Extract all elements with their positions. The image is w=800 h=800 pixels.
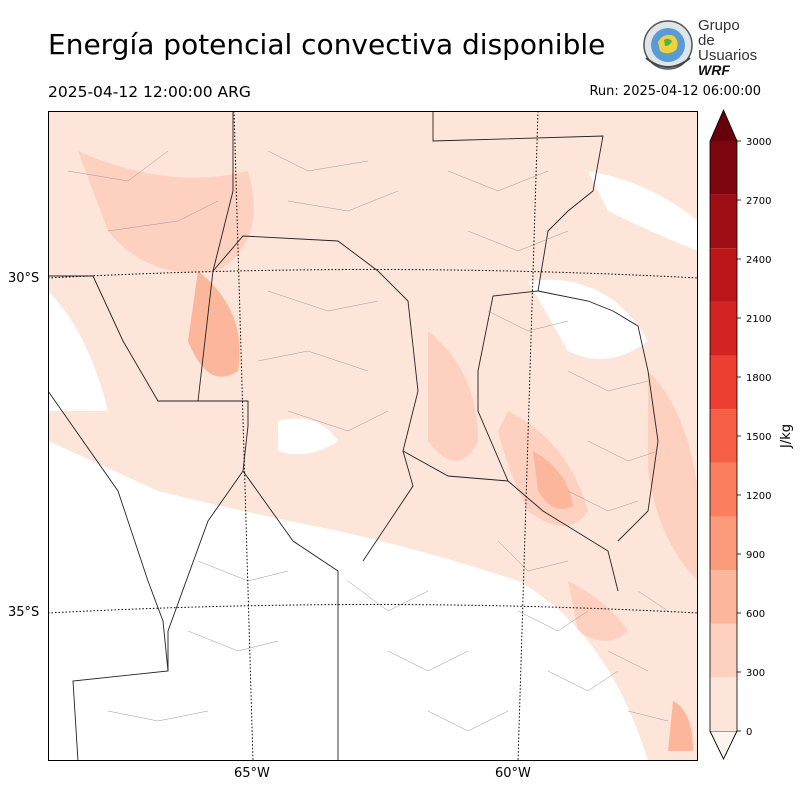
colorbar-segment [710, 462, 737, 517]
colorbar-tick-label: 1200 [746, 491, 771, 502]
colorbar-tick-label: 2400 [746, 255, 771, 266]
colorbar-segment [710, 248, 737, 302]
political-boundaries [48, 111, 659, 761]
logo-line-1: Grupo de [698, 17, 740, 49]
colorbar-segment [710, 355, 737, 410]
department-lines [67, 150, 669, 732]
colorbar-segment [710, 677, 737, 731]
lat-label-30s: 30°S [8, 271, 40, 286]
colorbar-segment [710, 570, 737, 624]
cape-map [48, 111, 698, 761]
colorbar-segment [710, 623, 737, 678]
cape-field [48, 111, 698, 761]
colorbar-segment [710, 516, 737, 571]
valid-time: 2025-04-12 12:00:00 ARG [48, 83, 251, 101]
colorbar-tick-label: 600 [746, 609, 765, 620]
colorbar-unit-label: J/kg [779, 424, 794, 449]
colorbar: 0 300 600 900 1200 1500 1800 2100 2400 2700 3000 J/… [709, 108, 794, 760]
colorbar-segment [710, 409, 737, 463]
wrf-logo: Grupo de Usuarios WRF [640, 17, 760, 78]
lat-label-35s: 35°S [8, 605, 40, 620]
colorbar-tick-label: 3000 [746, 137, 771, 148]
colorbar-segment [710, 301, 737, 356]
logo-line-2: Usuarios [698, 47, 758, 64]
run-time: Run: 2025-04-12 06:00:00 [589, 84, 761, 99]
logo-line-3: WRF [698, 62, 730, 78]
lon-label-60w: 60°W [495, 766, 531, 781]
colorbar-segment [710, 194, 737, 249]
colorbar-tick-label: 900 [746, 550, 765, 561]
colorbar-tick-label: 1800 [746, 373, 771, 384]
colorbar-tick-label: 300 [746, 668, 765, 679]
colorbar-tick-label: 2100 [746, 314, 771, 325]
colorbar-tick-label: 2700 [746, 196, 771, 207]
lon-label-65w: 65°W [234, 766, 270, 781]
chart-title: Energía potencial convectiva disponible [48, 28, 606, 61]
globe-icon [643, 20, 693, 70]
colorbar-extend-max [710, 110, 737, 141]
graticule [48, 111, 698, 761]
colorbar-tick-label: 1500 [746, 432, 771, 443]
colorbar-extend-min [709, 730, 738, 760]
colorbar-tick-label: 0 [746, 727, 752, 738]
colorbar-segment [710, 141, 737, 195]
